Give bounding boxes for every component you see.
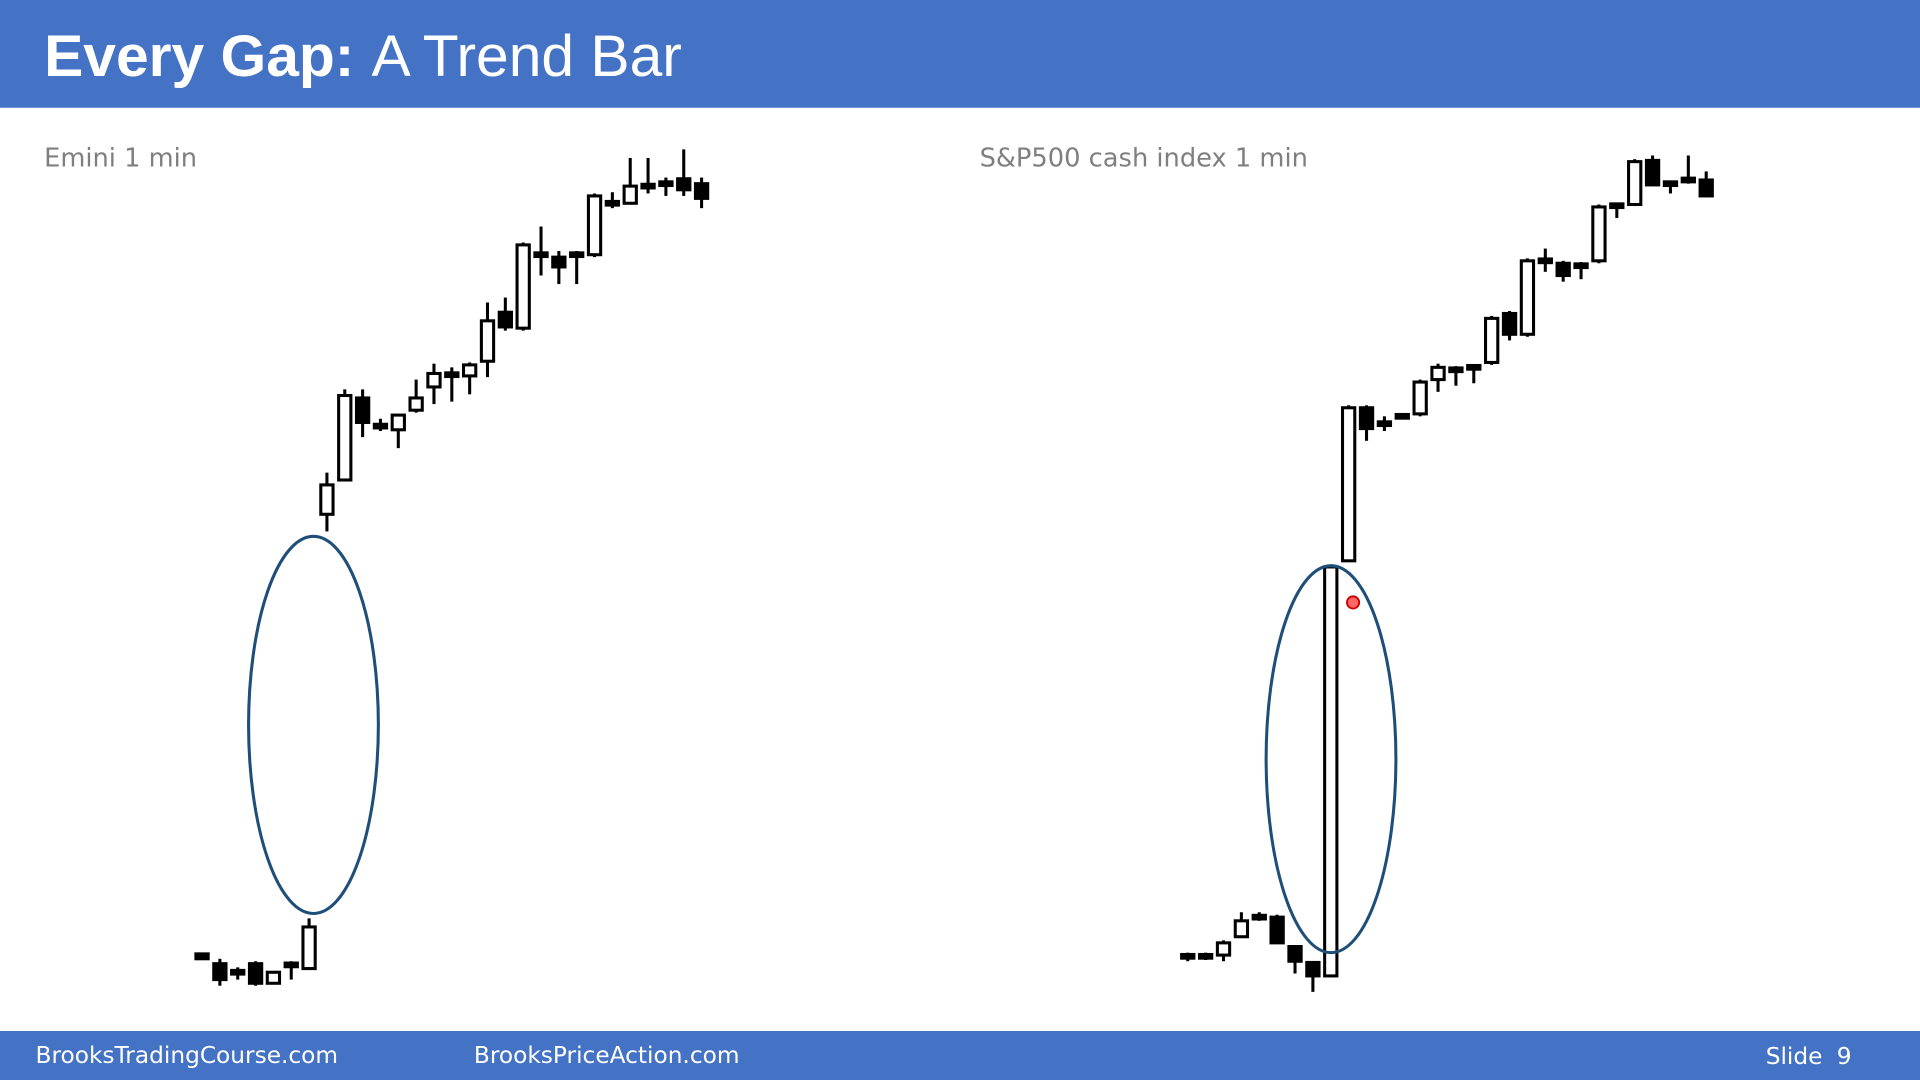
candle-body — [622, 184, 638, 205]
title-bold: Every Gap: — [44, 24, 354, 89]
candle-body — [1662, 180, 1679, 188]
candle-body — [586, 194, 603, 257]
candle-body — [354, 396, 371, 424]
candle-body — [1251, 913, 1267, 921]
candle-body — [551, 255, 567, 269]
chart-title: S&P500 cash index 1 min — [980, 144, 1308, 174]
candle-body — [1627, 160, 1643, 207]
gap-ellipse — [247, 534, 380, 915]
candle-body — [1466, 363, 1482, 371]
candle-body — [301, 925, 317, 971]
slide-title: Every Gap: A Trend Bar — [44, 24, 682, 89]
candle-body — [1430, 365, 1446, 382]
candle-body — [1484, 316, 1500, 364]
candle-body — [1287, 945, 1303, 963]
candle-body — [461, 363, 478, 378]
candle-body — [319, 483, 335, 516]
candle-body — [265, 970, 282, 985]
candle-body — [247, 962, 264, 985]
footer-link[interactable]: BrooksTradingCourse.com — [36, 1042, 339, 1069]
candle-body — [1412, 380, 1428, 416]
slide-label: Slide — [1766, 1043, 1823, 1070]
candle-body — [1197, 952, 1214, 960]
candle-body — [283, 961, 299, 969]
candle-body — [676, 177, 692, 192]
candle-body — [479, 319, 496, 363]
candle-body — [1537, 257, 1553, 265]
candle-body — [1573, 262, 1589, 270]
candle-body — [1394, 412, 1410, 420]
candle-body — [533, 251, 549, 259]
candle-body — [604, 199, 621, 207]
footer-link[interactable]: BrooksPriceAction.com — [474, 1042, 740, 1069]
candle-body — [1591, 205, 1607, 263]
candle-body — [1519, 259, 1536, 336]
candle-body — [515, 243, 531, 330]
candles-spx — [1180, 155, 1714, 992]
header-band — [0, 0, 1920, 108]
candle-body — [1698, 178, 1714, 198]
candle-body — [372, 422, 389, 430]
candle-body — [1323, 565, 1339, 978]
candle-body — [1448, 366, 1464, 374]
candle-body — [1180, 952, 1196, 960]
candle-body — [1341, 406, 1357, 563]
candle-body — [230, 968, 246, 976]
candle-body — [497, 310, 513, 329]
candle-body — [1501, 311, 1518, 336]
candle-body — [1609, 202, 1625, 210]
candle-body — [1215, 941, 1232, 957]
candle-body — [658, 180, 674, 188]
gap-ellipse — [1264, 564, 1398, 955]
candle-body — [408, 396, 424, 412]
candle-body — [1358, 406, 1375, 431]
pointer — [1346, 595, 1361, 610]
chart-title: Emini 1 min — [44, 144, 197, 174]
candle-body — [693, 182, 710, 200]
candles-emini — [194, 149, 710, 986]
candle-body — [390, 413, 406, 432]
candle-body — [194, 952, 210, 961]
candle-body — [444, 371, 460, 379]
title-rest: A Trend Bar — [372, 24, 682, 89]
footer-band — [0, 1031, 1920, 1080]
candle-body — [1233, 919, 1250, 939]
candle-body — [337, 393, 353, 482]
candle-body — [569, 251, 585, 259]
candle-body — [1644, 158, 1661, 187]
candle-body — [426, 371, 442, 389]
candle-body — [1305, 960, 1321, 978]
candle-body — [1269, 915, 1285, 945]
candle-body — [1376, 420, 1393, 428]
candle-body — [212, 962, 228, 982]
candle-body — [640, 182, 656, 190]
slide-number: 9 — [1837, 1043, 1852, 1070]
candle-body — [1680, 176, 1696, 184]
candle-body — [1555, 261, 1571, 278]
